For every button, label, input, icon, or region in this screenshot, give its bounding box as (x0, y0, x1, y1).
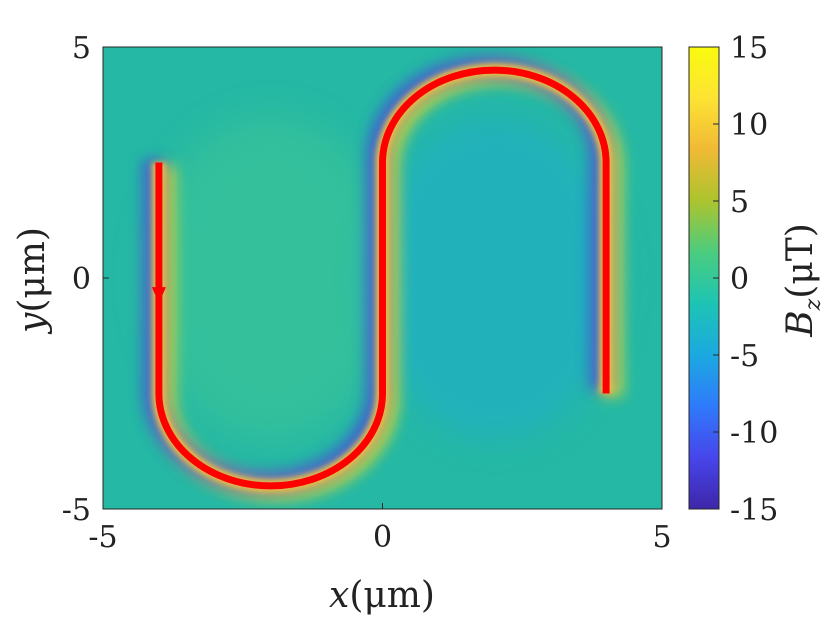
x-axis-label: x(μm) (329, 575, 435, 616)
y-axis-ticks: -5 0 5 (62, 31, 109, 528)
colorbar: 15 10 5 0 -5 -10 -15 Bz(μT) (688, 31, 826, 528)
colorbar-tick-label: 0 (730, 262, 749, 297)
x-axis-ticks: -5 0 5 (88, 503, 672, 555)
y-tick-label: 0 (72, 262, 91, 297)
colorbar-tick-label: -5 (730, 339, 759, 374)
y-tick-label: 5 (72, 31, 91, 66)
wire-path (155, 66, 610, 490)
colorbar-tick-label: -15 (730, 493, 778, 528)
x-tick-label: 0 (373, 520, 392, 555)
colorbar-tick-label: 15 (730, 31, 768, 66)
colorbar-tick-label: 5 (730, 185, 749, 220)
current-direction-arrow (151, 287, 166, 304)
colorbar-tick-label: 10 (730, 108, 768, 143)
wire-layer (151, 66, 610, 490)
x-tick-label: 5 (652, 520, 671, 555)
field-tint-left (147, 116, 394, 440)
colorbar-tick-label: -10 (730, 416, 778, 451)
colorbar-label: Bz(μT) (780, 223, 826, 338)
colorbar-ticks: 15 10 5 0 -5 -10 -15 (713, 31, 778, 528)
x-tick-label: -5 (88, 520, 117, 555)
field-tint-right (371, 116, 618, 440)
plot-area (103, 47, 662, 509)
y-tick-label: -5 (62, 493, 91, 528)
y-axis-label: y(μm) (12, 227, 53, 335)
